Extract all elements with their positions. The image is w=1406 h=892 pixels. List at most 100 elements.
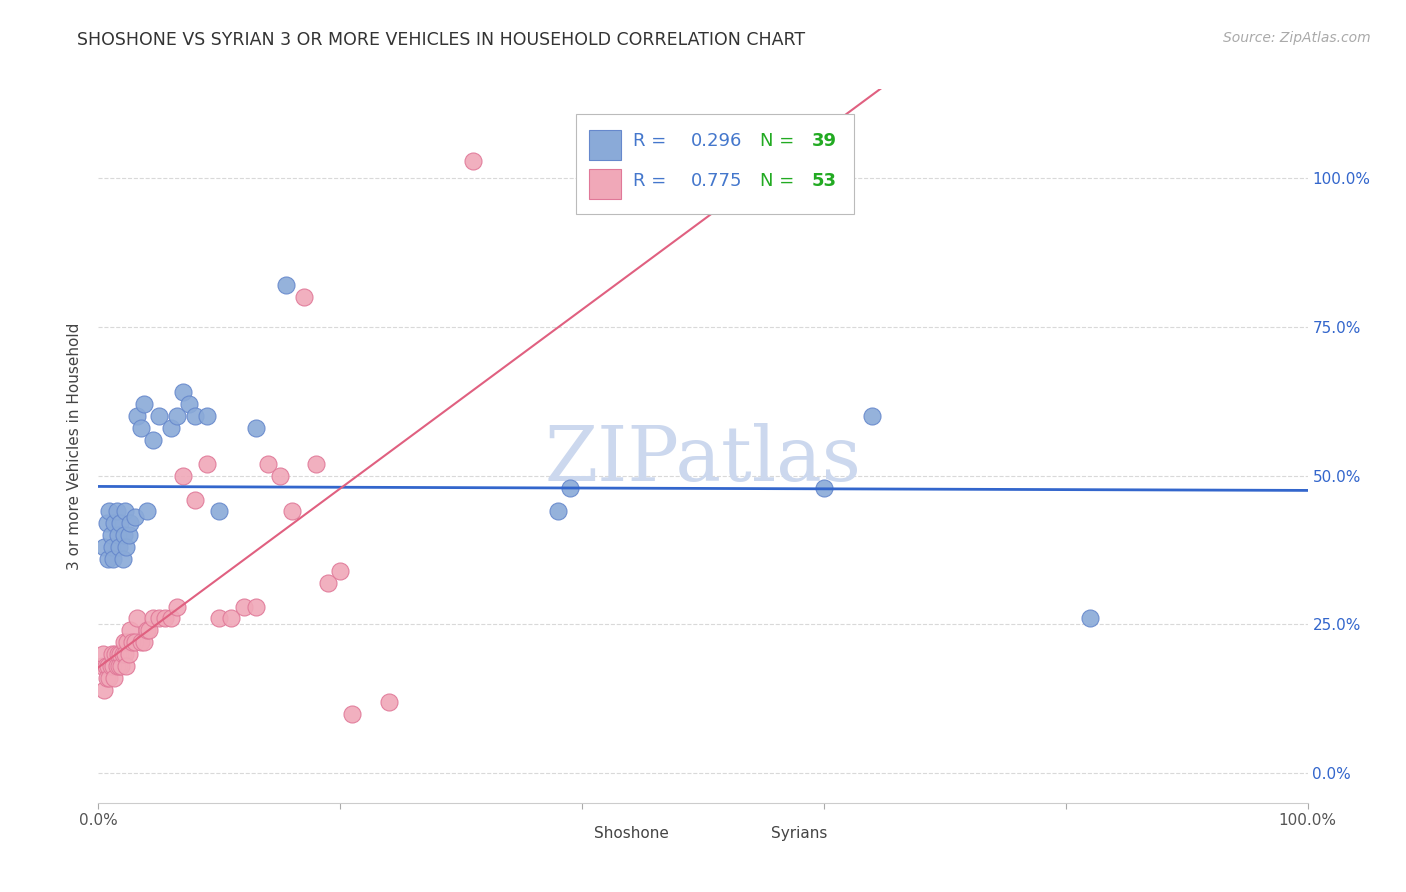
Point [97, 659, 120, 673]
Point [256, 457, 278, 471]
Point [860, 409, 883, 424]
Point [107, 647, 129, 661]
Point [112, 635, 135, 649]
Point [124, 510, 146, 524]
Point [274, 278, 297, 293]
Point [96, 671, 118, 685]
Point [245, 421, 267, 435]
Point [142, 433, 165, 447]
Point [111, 647, 134, 661]
Point [112, 528, 135, 542]
Point [103, 516, 125, 531]
Point [110, 659, 132, 673]
Point [547, 504, 569, 518]
Text: SHOSHONE VS SYRIAN 3 OR MORE VEHICLES IN HOUSEHOLD CORRELATION CHART: SHOSHONE VS SYRIAN 3 OR MORE VEHICLES IN… [77, 31, 806, 49]
Point [142, 611, 165, 625]
FancyBboxPatch shape [589, 130, 621, 160]
Point [121, 635, 143, 649]
Point [100, 540, 122, 554]
Point [232, 599, 254, 614]
Y-axis label: 3 or more Vehicles in Household: 3 or more Vehicles in Household [67, 322, 83, 570]
Point [127, 409, 149, 424]
Text: N =: N = [759, 171, 800, 189]
Point [93, 540, 115, 554]
Point [115, 540, 138, 554]
Point [91, 647, 114, 661]
Point [148, 409, 170, 424]
Point [1078, 611, 1101, 625]
Point [93, 682, 115, 697]
Point [103, 671, 125, 685]
Point [115, 659, 138, 673]
Point [160, 611, 183, 625]
Point [195, 409, 218, 424]
Point [208, 504, 231, 518]
Point [184, 492, 207, 507]
Text: 53: 53 [811, 171, 837, 189]
Text: Shoshone: Shoshone [595, 826, 669, 841]
Point [118, 624, 141, 638]
Point [105, 504, 128, 518]
Point [98, 671, 121, 685]
Point [281, 504, 304, 518]
Point [135, 624, 157, 638]
Text: R =: R = [633, 171, 672, 189]
Point [114, 504, 136, 518]
Point [100, 528, 122, 542]
Point [108, 540, 131, 554]
Point [105, 659, 128, 673]
Point [166, 409, 188, 424]
Point [138, 624, 160, 638]
Point [153, 611, 176, 625]
Point [111, 552, 134, 566]
Point [118, 528, 141, 542]
Point [129, 421, 152, 435]
Point [172, 468, 194, 483]
Point [100, 659, 122, 673]
Point [108, 647, 131, 661]
Point [329, 564, 352, 578]
Point [813, 481, 835, 495]
Point [558, 481, 581, 495]
Point [208, 611, 231, 625]
Point [221, 611, 243, 625]
Point [97, 552, 120, 566]
Point [94, 659, 117, 673]
Point [148, 611, 170, 625]
Point [134, 397, 156, 411]
Point [124, 635, 146, 649]
Point [114, 647, 136, 661]
Point [184, 409, 207, 424]
Point [101, 552, 124, 566]
Point [91, 659, 114, 673]
Point [108, 659, 131, 673]
Point [166, 599, 188, 614]
Point [463, 153, 485, 168]
Point [118, 516, 141, 531]
Point [101, 659, 124, 673]
Point [160, 421, 183, 435]
Point [108, 516, 131, 531]
Point [129, 635, 152, 649]
Text: 39: 39 [811, 132, 837, 150]
Point [104, 647, 127, 661]
Text: Syrians: Syrians [770, 826, 827, 841]
FancyBboxPatch shape [561, 822, 588, 847]
Point [134, 635, 156, 649]
Point [377, 695, 399, 709]
Point [245, 599, 267, 614]
Text: N =: N = [759, 132, 800, 150]
Text: R =: R = [633, 132, 672, 150]
Point [292, 290, 315, 304]
Point [342, 706, 364, 721]
Point [179, 397, 201, 411]
Point [100, 647, 122, 661]
FancyBboxPatch shape [740, 822, 766, 847]
Text: 0.296: 0.296 [690, 132, 742, 150]
Point [305, 457, 328, 471]
Text: Source: ZipAtlas.com: Source: ZipAtlas.com [1223, 31, 1371, 45]
Point [98, 504, 121, 518]
Point [118, 647, 141, 661]
Point [96, 516, 118, 531]
Text: ZIPatlas: ZIPatlas [544, 424, 862, 497]
